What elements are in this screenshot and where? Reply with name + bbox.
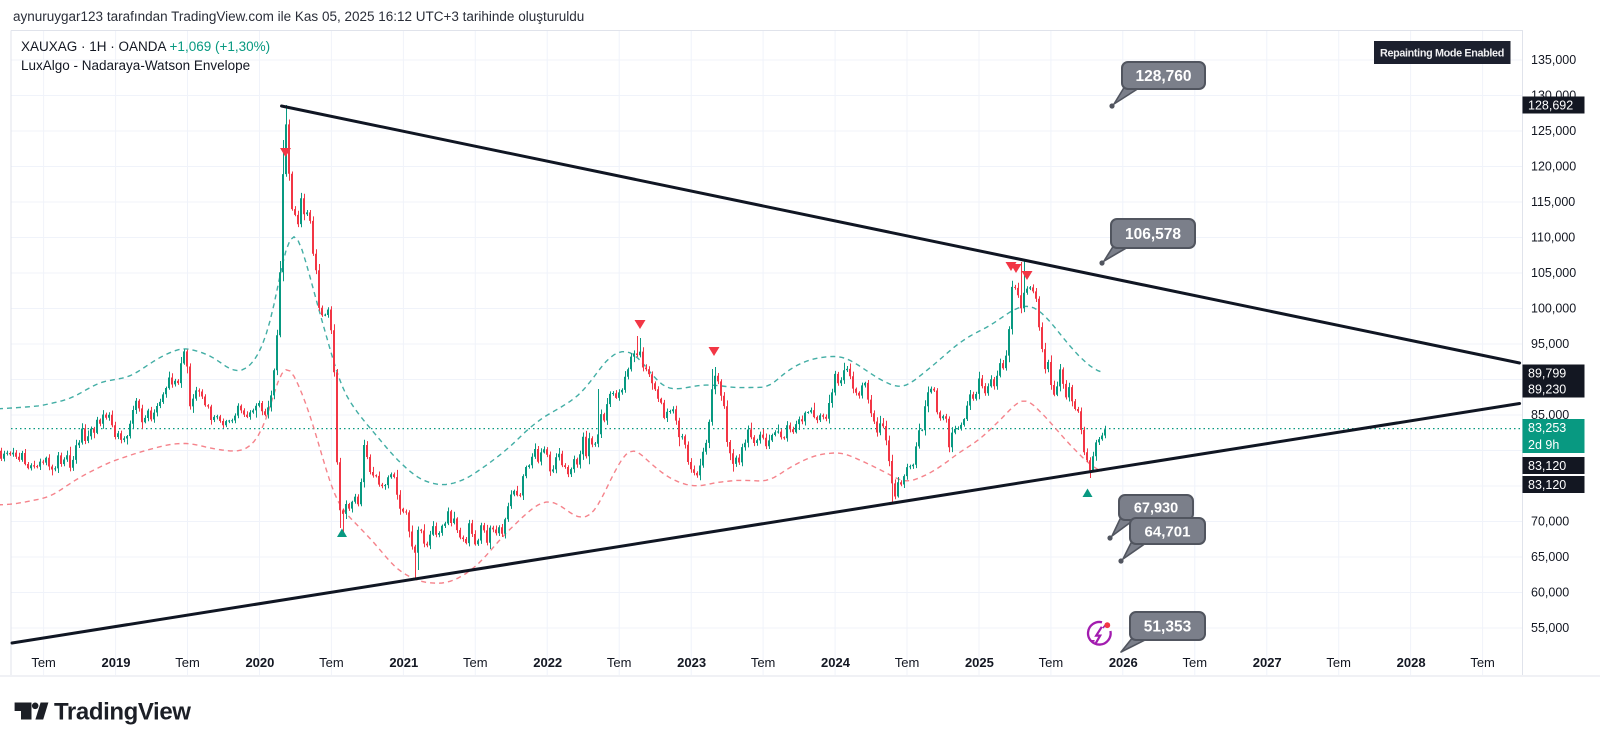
svg-text:67,930: 67,930: [1134, 501, 1178, 517]
svg-text:2019: 2019: [102, 655, 131, 670]
svg-text:Repainting Mode Enabled: Repainting Mode Enabled: [1380, 47, 1504, 59]
svg-text:89,799: 89,799: [1528, 366, 1566, 380]
svg-text:2028: 2028: [1397, 655, 1426, 670]
svg-text:51,353: 51,353: [1144, 619, 1192, 636]
svg-text:115,000: 115,000: [1531, 195, 1575, 209]
svg-text:Tem: Tem: [751, 655, 776, 670]
svg-text:2026: 2026: [1109, 655, 1138, 670]
svg-text:Tem: Tem: [319, 655, 344, 670]
svg-text:95,000: 95,000: [1531, 337, 1569, 351]
svg-text:100,000: 100,000: [1531, 302, 1576, 316]
svg-text:Tem: Tem: [1326, 655, 1351, 670]
svg-text:2021: 2021: [389, 655, 418, 670]
svg-text:Tem: Tem: [1470, 655, 1495, 670]
svg-text:2025: 2025: [965, 655, 994, 670]
svg-text:Tem: Tem: [31, 655, 56, 670]
svg-text:60,000: 60,000: [1531, 586, 1569, 600]
svg-text:TradingView: TradingView: [54, 699, 191, 726]
svg-text:2027: 2027: [1253, 655, 1282, 670]
svg-text:LuxAlgo - Nadaraya-Watson Enve: LuxAlgo - Nadaraya-Watson Envelope: [21, 58, 250, 73]
svg-text:Tem: Tem: [1183, 655, 1208, 670]
svg-text:120,000: 120,000: [1531, 160, 1576, 174]
svg-text:110,000: 110,000: [1531, 231, 1575, 245]
svg-text:2023: 2023: [677, 655, 706, 670]
svg-text:Tem: Tem: [175, 655, 200, 670]
svg-text:2020: 2020: [245, 655, 274, 670]
svg-text:Tem: Tem: [1039, 655, 1064, 670]
svg-text:2d 9h: 2d 9h: [1528, 438, 1559, 452]
svg-text:65,000: 65,000: [1531, 550, 1569, 564]
svg-text:83,120: 83,120: [1528, 459, 1566, 473]
svg-text:83,120: 83,120: [1528, 478, 1566, 492]
svg-text:128,692: 128,692: [1528, 98, 1573, 112]
svg-text:Tem: Tem: [895, 655, 920, 670]
svg-text:64,701: 64,701: [1145, 523, 1191, 540]
svg-text:XAUXAG · 1H · OANDA +1,069 (+1: XAUXAG · 1H · OANDA +1,069 (+1,30%): [21, 39, 270, 54]
svg-text:89,230: 89,230: [1528, 382, 1566, 396]
svg-text:2022: 2022: [533, 655, 562, 670]
svg-text:aynuruygar123 tarafından Tradi: aynuruygar123 tarafından TradingView.com…: [13, 9, 584, 24]
svg-text:70,000: 70,000: [1531, 515, 1569, 529]
svg-text:83,253: 83,253: [1528, 421, 1566, 435]
svg-text:125,000: 125,000: [1531, 124, 1576, 138]
svg-text:Tem: Tem: [463, 655, 488, 670]
svg-text:55,000: 55,000: [1531, 621, 1569, 635]
svg-text:135,000: 135,000: [1531, 53, 1576, 67]
svg-text:Tem: Tem: [607, 655, 632, 670]
svg-text:105,000: 105,000: [1531, 266, 1576, 280]
svg-text:85,000: 85,000: [1531, 408, 1569, 422]
svg-text:106,578: 106,578: [1125, 226, 1181, 243]
svg-text:128,760: 128,760: [1135, 68, 1191, 85]
svg-text:2024: 2024: [821, 655, 851, 670]
